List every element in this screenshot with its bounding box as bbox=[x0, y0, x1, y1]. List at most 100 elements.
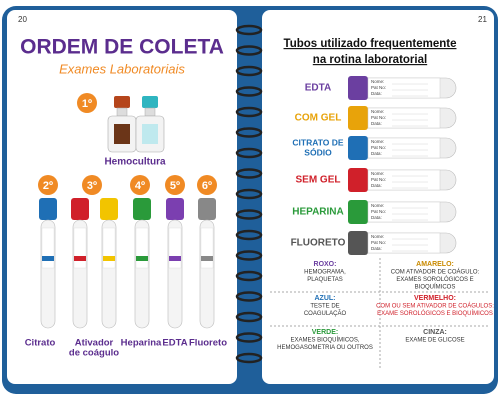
ordinal-badge bbox=[197, 175, 217, 195]
spiral-ring bbox=[235, 45, 263, 56]
label-field: Nome: bbox=[371, 109, 384, 114]
tube-sticker bbox=[367, 232, 441, 254]
tube-sticker bbox=[200, 227, 214, 269]
legend-text: COM OU SEM ATIVADOR DE COÁGULOS: bbox=[376, 303, 494, 310]
tube-label: Hemocultura bbox=[104, 157, 166, 168]
tube-sticker bbox=[367, 169, 441, 191]
spiral-ring bbox=[235, 168, 263, 179]
tube-name: SÓDIO bbox=[304, 146, 332, 157]
tube-stripe bbox=[136, 256, 148, 261]
tube-label: Heparina bbox=[121, 338, 162, 349]
label-field: Data: bbox=[371, 91, 382, 96]
legend-text: COM ATIVADOR DE COÁGULO: bbox=[391, 269, 480, 276]
legend-heading: ROXO: bbox=[314, 261, 337, 268]
tube-stripe bbox=[169, 256, 181, 261]
spiral-ring bbox=[235, 188, 263, 200]
title: ORDEM DE COLETA bbox=[20, 36, 224, 59]
legend-heading: CINZA: bbox=[423, 329, 447, 336]
spiral-ring bbox=[235, 127, 263, 138]
spiral-ring bbox=[235, 311, 263, 323]
tube-cap bbox=[348, 76, 368, 100]
ordinal: 6º bbox=[202, 180, 212, 192]
label-field: Nome: bbox=[371, 79, 384, 84]
ordinal-badge bbox=[165, 175, 185, 195]
label-field: Data: bbox=[371, 246, 382, 251]
label-field: Data: bbox=[371, 215, 382, 220]
tube-cap bbox=[71, 198, 89, 220]
page-number: 20 bbox=[18, 15, 27, 24]
legend-text: EXAME DE GLICOSE bbox=[405, 338, 464, 344]
tube-sticker bbox=[102, 227, 116, 269]
legend-heading: AMARELO: bbox=[416, 261, 454, 268]
tube-stripe bbox=[201, 256, 213, 261]
tube-cap bbox=[100, 198, 118, 220]
tube-cap bbox=[39, 198, 57, 220]
tube-cap bbox=[198, 198, 216, 220]
tube-name: FLUORETO bbox=[291, 238, 346, 249]
tube-label: EDTA bbox=[162, 338, 187, 349]
label-field: Pat No: bbox=[371, 115, 386, 120]
tube-name: COM GEL bbox=[295, 113, 342, 124]
legend-text: EXAME SOROLÓGICOS E BIOQUÍMICOS bbox=[377, 310, 493, 317]
tube-sticker bbox=[367, 77, 441, 99]
tube-sticker bbox=[73, 227, 87, 269]
tube-cap bbox=[348, 200, 368, 224]
tube-name: CITRATO DE bbox=[292, 137, 343, 147]
label-field: Data: bbox=[371, 121, 382, 126]
tube-sticker bbox=[367, 201, 441, 223]
tube-label: Ativador bbox=[75, 338, 114, 349]
spiral-ring bbox=[235, 86, 263, 97]
tube-label: Citrato bbox=[25, 338, 56, 349]
label-field: Data: bbox=[371, 183, 382, 188]
tube-cap bbox=[348, 106, 368, 130]
label-field: Nome: bbox=[371, 234, 384, 239]
right-page bbox=[262, 10, 494, 384]
ordinal: 3º bbox=[87, 180, 97, 192]
label-field: Nome: bbox=[371, 171, 384, 176]
tube-label: de coágulo bbox=[69, 348, 119, 359]
ordinal: 5º bbox=[170, 180, 180, 192]
tube-cap bbox=[166, 198, 184, 220]
bottle-cap bbox=[142, 96, 158, 108]
spiral-ring bbox=[235, 291, 263, 302]
label-field: Nome: bbox=[371, 139, 384, 144]
legend-text: EXAMES BIOQUÍMICOS, bbox=[290, 337, 359, 344]
tube-stripe bbox=[42, 256, 54, 261]
legend-text: COAGULAÇÃO bbox=[304, 310, 347, 317]
right-title: Tubos utilizado frequentemente bbox=[284, 38, 457, 50]
spiral-ring bbox=[235, 250, 263, 261]
ordinal-badge bbox=[38, 175, 58, 195]
tube-label: Fluoreto bbox=[189, 338, 227, 349]
label-field: Nome: bbox=[371, 203, 384, 208]
spiral-ring bbox=[235, 209, 263, 220]
tube-cap bbox=[348, 168, 368, 192]
spiral-ring bbox=[235, 352, 263, 364]
spiral-ring bbox=[235, 147, 263, 159]
legend-text: BIOQUÍMICOS bbox=[415, 284, 456, 291]
bottle-cap bbox=[114, 96, 130, 108]
spiral-ring bbox=[235, 229, 263, 241]
legend-text: HEMOGRAMA, bbox=[304, 270, 346, 276]
label-field: Pat No: bbox=[371, 177, 386, 182]
legend-heading: VERMELHO: bbox=[414, 295, 456, 302]
legend-text: PLAQUETAS bbox=[307, 277, 343, 283]
ordinal: 4º bbox=[135, 180, 145, 192]
right-title: na rotina laboratorial bbox=[313, 54, 427, 66]
tube-stripe bbox=[74, 256, 86, 261]
label-field: Data: bbox=[371, 151, 382, 156]
legend-text: EXAMES SOROLÓGICOS E bbox=[396, 276, 473, 283]
ordinal-badge bbox=[77, 93, 97, 113]
bottle-liquid bbox=[114, 124, 130, 144]
tube-cap bbox=[348, 136, 368, 160]
legend-heading: VERDE: bbox=[312, 329, 338, 336]
ordinal-badge bbox=[130, 175, 150, 195]
ordinal: 1º bbox=[82, 98, 92, 110]
tube-name: HEPARINA bbox=[292, 207, 343, 218]
bottle-neck bbox=[116, 107, 128, 117]
legend-heading: AZUL: bbox=[315, 295, 336, 302]
spiral-ring bbox=[235, 106, 263, 118]
label-field: Pat No: bbox=[371, 145, 386, 150]
ordinal-badge bbox=[82, 175, 102, 195]
page-number: 21 bbox=[478, 15, 487, 24]
